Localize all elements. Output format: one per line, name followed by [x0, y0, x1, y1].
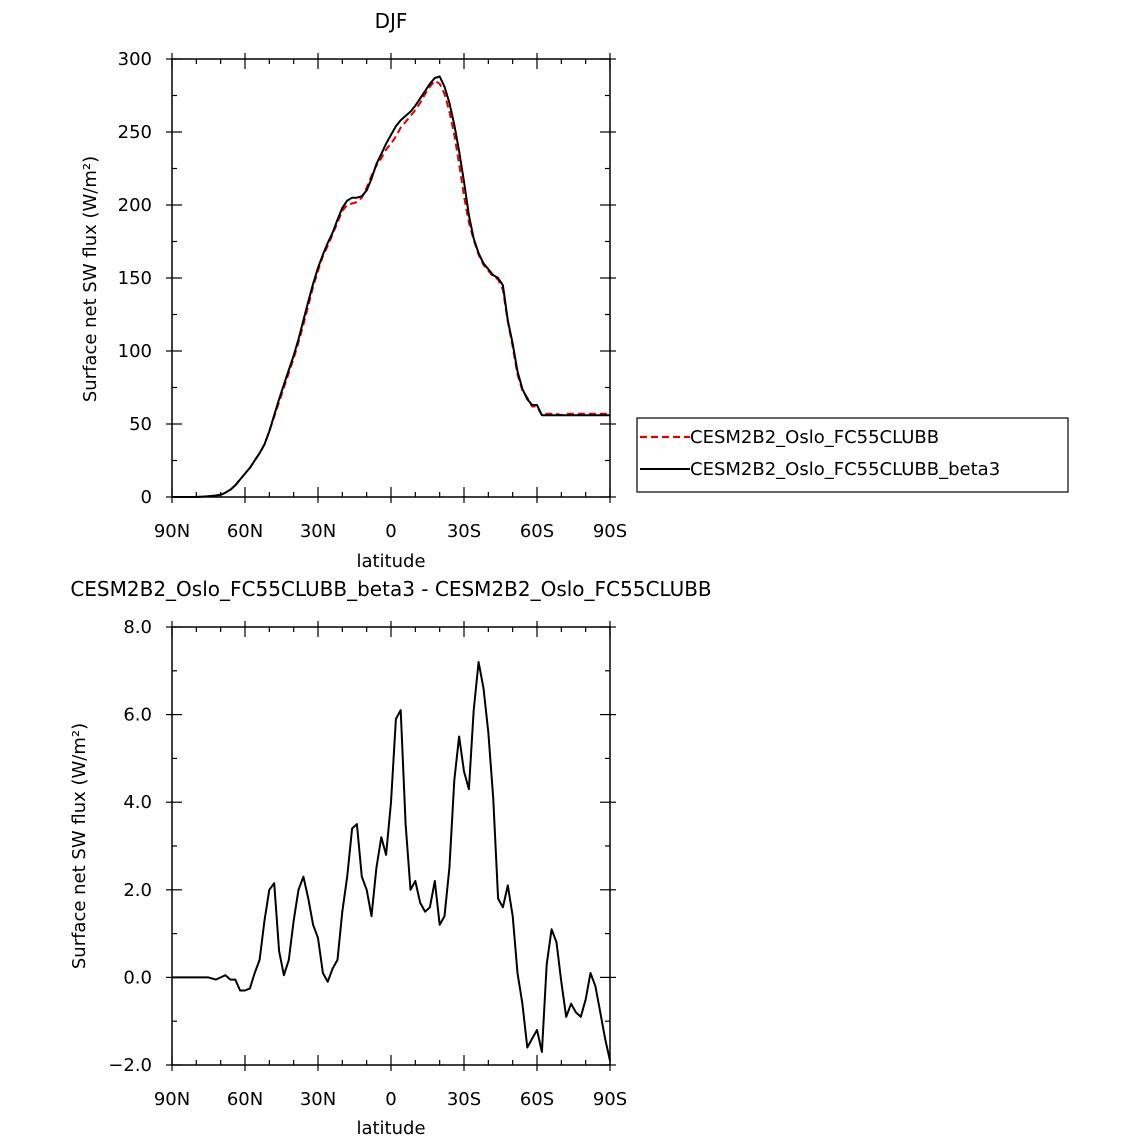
bottom-chart: CESM2B2_Oslo_FC55CLUBB_beta3 - CESM2B2_O… [69, 577, 712, 1139]
bottom-chart-x-tick-label: 90S [593, 1089, 627, 1110]
bottom-chart-series-line-1 [172, 661, 611, 1061]
bottom-chart-x-tick-label: 60N [227, 1089, 263, 1110]
legend-label-series-1: CESM2B2_Oslo_FC55CLUBB [690, 427, 939, 448]
top-chart-x-tick-label: 0 [385, 521, 396, 542]
top-chart-x-tick-label: 60N [227, 521, 263, 542]
bottom-chart-x-tick-label: 30N [300, 1089, 336, 1110]
bottom-chart-y-axis-label: Surface net SW flux (W/m²) [69, 723, 90, 969]
top-chart-x-axis-label: latitude [356, 551, 425, 572]
legend-box [636, 417, 1069, 493]
top-chart-x-tick-label: 30S [447, 521, 481, 542]
top-chart-x-tick-label: 60S [520, 521, 554, 542]
bottom-chart-tick-labels: 90N 60N 30N 0 30S 60S 90S −2.0 0.0 2.0 4.0 6.0 8.0 [108, 617, 627, 1110]
top-chart-ticks [166, 53, 616, 503]
top-chart-y-tick-label: 250 [118, 122, 152, 143]
bottom-chart-y-tick-label: 0.0 [123, 967, 152, 988]
top-chart-y-tick-label: 200 [118, 195, 152, 216]
top-chart-y-tick-label: 50 [129, 414, 152, 435]
top-chart: DJF Surface net SW flux (W/m²) latitude … [80, 9, 1069, 572]
bottom-chart-y-tick-label: −2.0 [108, 1055, 152, 1076]
bottom-chart-x-tick-label: 0 [385, 1089, 396, 1110]
bottom-chart-ticks [166, 621, 616, 1071]
bottom-chart-x-axis-label: latitude [356, 1118, 425, 1139]
top-chart-series [172, 75, 610, 498]
bottom-chart-x-tick-label: 60S [520, 1089, 554, 1110]
top-chart-y-tick-label: 150 [118, 268, 152, 289]
bottom-chart-series [172, 661, 611, 1061]
top-chart-y-tick-label: 100 [118, 341, 152, 362]
top-chart-series-line-2 [172, 75, 610, 498]
top-chart-x-tick-label: 90N [154, 521, 190, 542]
bottom-chart-plot-frame [171, 626, 611, 1066]
top-chart-y-tick-label: 300 [118, 49, 152, 70]
top-chart-plot-frame [171, 58, 611, 498]
bottom-chart-y-tick-label: 2.0 [123, 880, 152, 901]
top-chart-title: DJF [375, 9, 408, 33]
top-chart-tick-labels: 90N 60N 30N 0 30S 60S 90S 0 50 100 150 200 250 300 [118, 49, 628, 542]
bottom-chart-x-tick-label: 30S [447, 1089, 481, 1110]
top-chart-legend: CESM2B2_Oslo_FC55CLUBB CESM2B2_Oslo_FC55… [636, 417, 1069, 493]
top-chart-y-axis-label: Surface net SW flux (W/m²) [80, 156, 101, 402]
top-chart-series-line-1 [172, 79, 610, 498]
bottom-chart-y-tick-label: 4.0 [123, 792, 152, 813]
top-chart-y-tick-label: 0 [141, 487, 152, 508]
bottom-chart-y-tick-label: 6.0 [123, 705, 152, 726]
bottom-chart-title: CESM2B2_Oslo_FC55CLUBB_beta3 - CESM2B2_O… [70, 577, 711, 601]
legend-label-series-2: CESM2B2_Oslo_FC55CLUBB_beta3 [690, 459, 1000, 480]
top-chart-x-tick-label: 90S [593, 521, 627, 542]
bottom-chart-y-tick-label: 8.0 [123, 617, 152, 638]
top-chart-x-tick-label: 30N [300, 521, 336, 542]
bottom-chart-x-tick-label: 90N [154, 1089, 190, 1110]
